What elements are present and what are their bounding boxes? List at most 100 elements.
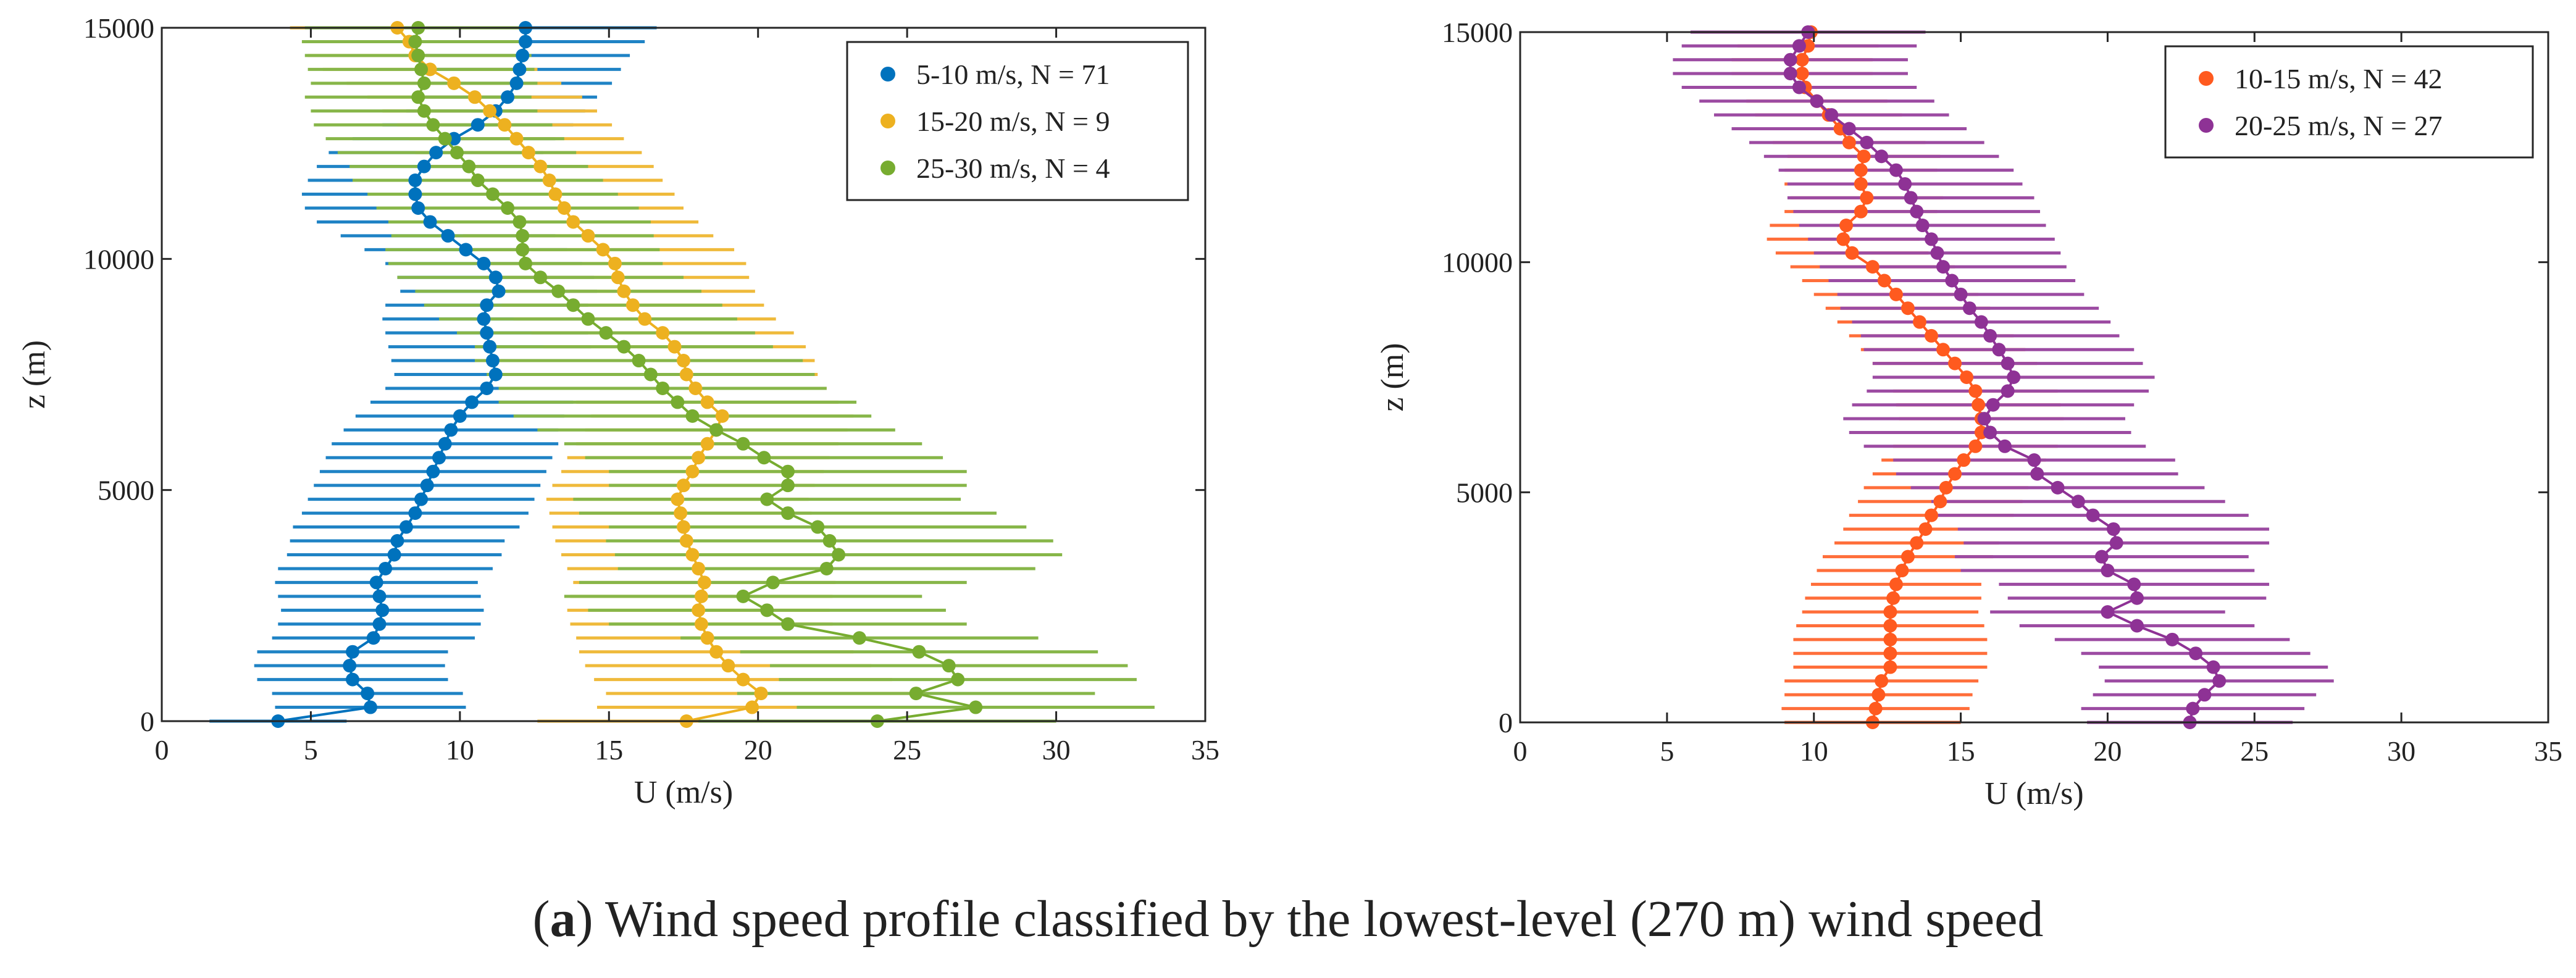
data-point <box>1933 495 1947 509</box>
data-point <box>372 589 387 603</box>
data-point <box>617 340 631 354</box>
data-point <box>1962 301 1976 316</box>
legend: 5-10 m/s, N = 71 15-20 m/s, N = 9 25-30 m/… <box>846 41 1189 201</box>
y-axis-label: z (m) <box>1375 343 1410 411</box>
data-point <box>343 659 357 673</box>
x-tick-label: 10 <box>1800 735 1828 767</box>
data-point <box>488 270 503 285</box>
data-point <box>512 62 527 77</box>
data-point <box>819 561 834 575</box>
data-point <box>1948 356 1962 370</box>
data-point <box>685 548 700 562</box>
data-point <box>408 35 422 49</box>
data-point <box>533 270 548 285</box>
x-tick-label: 35 <box>2534 735 2562 767</box>
data-point <box>1792 80 1806 94</box>
data-point <box>2027 453 2041 467</box>
x-tick-label: 20 <box>744 734 772 766</box>
data-point <box>1936 260 1951 274</box>
data-point <box>1957 453 1971 467</box>
data-point <box>390 534 404 548</box>
data-point <box>1883 646 1897 661</box>
data-point <box>581 312 595 326</box>
data-point <box>426 464 440 479</box>
data-point <box>447 76 461 90</box>
caption-open-paren: ( <box>532 890 550 948</box>
data-point <box>453 409 467 423</box>
data-point <box>721 659 735 673</box>
data-point <box>832 548 846 562</box>
data-point <box>498 118 512 132</box>
right-wind-profile-chart: 0 5 10 15 20 25 30 35 0 5000 10000 15000 U (m/s) z (m… <box>1375 17 2562 811</box>
data-point <box>1883 605 1897 619</box>
legend-entry: 5-10 m/s, N = 71 <box>916 59 1110 90</box>
y-tick-label: 5000 <box>1456 477 1513 508</box>
data-point <box>1842 135 1856 149</box>
data-point <box>1857 149 1871 164</box>
legend: 10-15 m/s, N = 42 20-25 m/s, N = 27 <box>2164 45 2534 159</box>
data-point <box>692 561 706 575</box>
data-point <box>2030 467 2044 481</box>
data-point <box>685 464 700 479</box>
data-point <box>1783 52 1797 67</box>
data-point <box>1883 619 1897 633</box>
data-point <box>942 659 956 673</box>
data-point <box>414 492 429 506</box>
data-point <box>488 367 503 382</box>
data-point <box>516 48 530 62</box>
data-point <box>1992 343 2006 357</box>
y-tick-label: 15000 <box>1442 17 1513 48</box>
data-point <box>700 631 714 645</box>
y-tick-label: 15000 <box>83 12 154 44</box>
data-point <box>757 451 771 465</box>
data-point <box>2130 619 2144 633</box>
data-point <box>2212 674 2227 688</box>
data-point <box>2101 564 2115 578</box>
data-point <box>411 48 425 62</box>
data-point <box>509 76 524 90</box>
data-point <box>411 90 425 104</box>
data-point <box>2109 536 2123 550</box>
data-point <box>480 298 494 312</box>
data-point <box>2094 550 2109 564</box>
data-point <box>692 451 706 465</box>
data-point <box>557 201 571 215</box>
data-point <box>411 201 425 215</box>
data-point <box>414 62 429 77</box>
data-point <box>1954 287 1968 301</box>
data-point <box>754 687 768 701</box>
data-point <box>2101 605 2115 619</box>
data-point <box>485 354 500 368</box>
data-point <box>2165 632 2180 646</box>
data-point <box>1783 67 1797 81</box>
data-point <box>512 215 527 229</box>
y-tick-label: 10000 <box>1442 247 1513 278</box>
data-point <box>501 90 515 104</box>
data-point <box>1977 412 1991 426</box>
data-point <box>516 243 530 257</box>
data-point <box>423 215 437 229</box>
data-point <box>551 284 566 298</box>
data-point <box>736 437 750 451</box>
data-point <box>781 479 795 493</box>
data-point <box>697 575 711 590</box>
data-point <box>1889 287 1903 301</box>
data-point <box>736 589 750 603</box>
data-point <box>408 506 422 520</box>
data-point <box>462 159 476 173</box>
data-point <box>638 312 652 326</box>
data-point <box>1875 674 1889 688</box>
data-point <box>1886 591 1901 605</box>
data-point <box>477 312 491 326</box>
data-point <box>1865 260 1880 274</box>
y-axis-label: z (m) <box>17 340 52 409</box>
x-tick-label: 30 <box>1042 734 1071 766</box>
caption-text: ) Wind speed profile classified by the l… <box>575 890 2044 948</box>
data-point <box>521 146 535 160</box>
data-point <box>566 215 580 229</box>
data-point <box>364 700 377 714</box>
data-point <box>1898 177 1912 191</box>
data-point <box>1910 536 1924 550</box>
data-point <box>426 118 440 132</box>
data-point <box>450 146 464 160</box>
